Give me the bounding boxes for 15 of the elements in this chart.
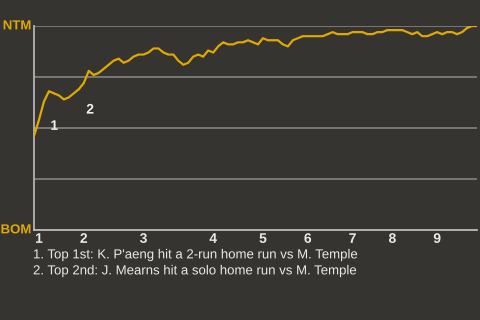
x-tick-label: 4 xyxy=(210,233,217,243)
text: 1. Top 1st: K. P'aeng hit a 2-run home run vs M. Temple xyxy=(34,248,358,262)
x-tick-label: 8 xyxy=(388,233,396,243)
x-tick-label: 9 xyxy=(434,233,441,243)
x-tick-label: 1 xyxy=(36,233,42,243)
x-tick-label: 2 xyxy=(80,233,88,243)
annotation: 1 xyxy=(51,120,58,130)
annotation: 2 xyxy=(86,104,94,114)
text: BOM xyxy=(1,224,30,234)
text: NTM xyxy=(4,20,30,30)
x-tick-label: 7 xyxy=(349,233,356,243)
x-tick-label: 6 xyxy=(304,233,312,243)
x-tick-label: 3 xyxy=(140,233,147,243)
x-tick-label: 5 xyxy=(260,233,266,243)
text: 2. Top 2nd: J. Mearns hit a solo home run vs M. Temple xyxy=(34,264,356,278)
